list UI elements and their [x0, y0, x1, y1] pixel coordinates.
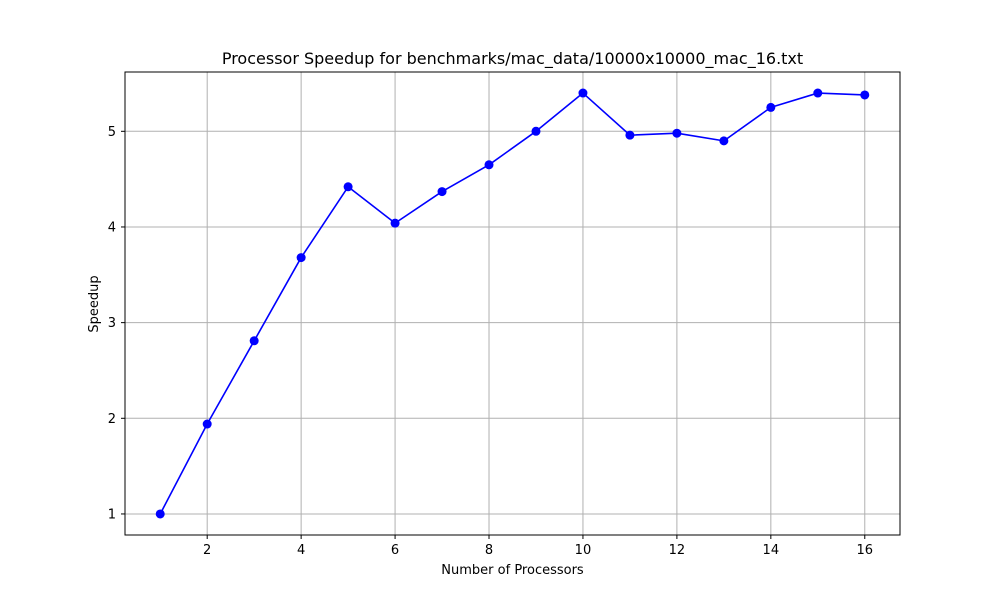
- chart-title: Processor Speedup for benchmarks/mac_dat…: [222, 49, 803, 69]
- data-point: [437, 187, 447, 197]
- data-point: [296, 253, 306, 263]
- data-point: [625, 130, 635, 140]
- data-point: [813, 88, 823, 98]
- y-axis-label: Speedup: [87, 275, 102, 332]
- x-tick-label: 4: [297, 543, 305, 558]
- data-point: [202, 419, 212, 429]
- data-point: [484, 160, 494, 170]
- y-tick-label: 5: [108, 125, 116, 140]
- data-point: [766, 102, 776, 112]
- x-tick-label: 16: [856, 543, 873, 558]
- data-point: [531, 126, 541, 136]
- x-tick-label: 8: [485, 543, 493, 558]
- x-tick-label: 12: [669, 543, 686, 558]
- series-line: [159, 92, 865, 515]
- data-point: [343, 182, 353, 192]
- y-tick-label: 4: [108, 220, 116, 235]
- y-tick-label: 2: [108, 412, 116, 427]
- y-tick-label: 1: [108, 507, 116, 522]
- x-tick-label: 14: [763, 543, 780, 558]
- grid-lines: [125, 72, 900, 535]
- x-tick-label: 10: [575, 543, 592, 558]
- data-point: [578, 88, 588, 98]
- data-point: [390, 218, 400, 228]
- data-point: [155, 509, 165, 519]
- x-tick-label: 2: [203, 543, 211, 558]
- data-point: [672, 128, 682, 138]
- x-axis-label: Number of Processors: [441, 563, 584, 578]
- plot-area-frame: [124, 71, 901, 536]
- series-layer: [155, 88, 870, 519]
- data-point: [719, 136, 729, 146]
- data-point: [860, 90, 870, 100]
- x-tick-label: 6: [391, 543, 399, 558]
- data-point: [249, 336, 259, 346]
- y-tick-label: 3: [108, 316, 116, 331]
